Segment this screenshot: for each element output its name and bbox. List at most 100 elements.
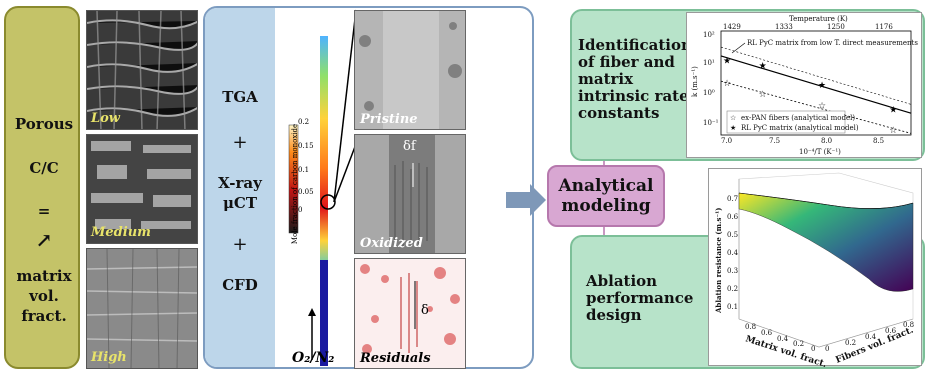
delta-label: δ	[421, 303, 429, 318]
z-tick-4: 0.4	[727, 249, 739, 257]
analytical-modeling-box: Analytical modeling	[547, 165, 665, 227]
x-tick-2: 8.0	[821, 137, 832, 145]
cc-label: C/C	[29, 159, 59, 177]
high-label: High	[91, 350, 127, 365]
high-texture-icon	[87, 249, 197, 368]
low-texture-icon	[87, 11, 197, 129]
vol-label: vol.	[29, 287, 59, 305]
legend-entry-fibers: ex-PAN fibers (analytical model)	[741, 114, 855, 122]
filled-star-point-1: ★	[759, 62, 767, 72]
rate-constants-label: Identification of fiber and matrix intri…	[578, 36, 692, 122]
y-tick-3: 10⁻¹	[703, 119, 719, 127]
z-axis-label: Ablation resistance (m.s⁻¹)	[714, 208, 723, 314]
x-tick-0-2: 0.2	[793, 340, 804, 348]
open-star-point-3: ☆	[889, 126, 897, 136]
open-star-point-2: ☆	[818, 102, 826, 112]
low-density-tile: Low	[86, 10, 198, 130]
equals-label: =	[37, 202, 51, 220]
oxidized-texture-icon	[355, 135, 465, 253]
residuals-label: Residuals	[360, 351, 431, 366]
arrow-icon: ↗	[35, 228, 53, 252]
cfd-label: CFD	[222, 276, 258, 294]
plus-sign-1: +	[232, 132, 248, 153]
y-tick-0-2: 0.2	[845, 339, 856, 347]
medium-label: Medium	[91, 225, 151, 240]
filled-star-point-3: ★	[889, 105, 897, 115]
pristine-label: Pristine	[360, 112, 418, 127]
filled-star-point-0: ★	[723, 57, 731, 67]
right-arrow-icon	[506, 184, 546, 216]
z-tick-6: 0.6	[727, 213, 739, 221]
tga-label: TGA	[222, 88, 258, 106]
tick-0-05: 0.05	[298, 188, 314, 196]
x-tick-1: 7.5	[769, 137, 780, 145]
colorbar-ticks: 0.2 0.15 0.1 0.05 0	[286, 118, 314, 214]
low-label: Low	[91, 111, 121, 126]
open-star-point-0: ☆	[723, 79, 731, 89]
flow-arrow-icon	[308, 308, 316, 316]
x-tick-0: 7.0	[721, 137, 732, 145]
stars-layer: ☆ ☆ ☆ ☆ ★ ★ ★ ★	[723, 57, 897, 136]
uct-label: μCT	[222, 194, 258, 212]
arrhenius-plot: Temperature (K) 1429 1333 1250 1176 7.0 …	[686, 12, 922, 158]
tick-0-15: 0.15	[298, 142, 314, 150]
z-tick-2: 0.2	[727, 285, 738, 293]
x-axis-label: 10⁻⁴/T (K⁻¹)	[799, 148, 841, 156]
methods-column: TGA + X-ray μCT + CFD	[205, 8, 275, 367]
pristine-image: Pristine	[354, 10, 466, 130]
colorbar-label: Mole fraction of carbon monoxide	[291, 123, 299, 245]
y-tick-0-4: 0.4	[865, 333, 877, 341]
top-tick-1: 1333	[775, 23, 793, 31]
filled-star-point-2: ★	[818, 81, 826, 91]
fit-line-1	[720, 55, 912, 114]
top-axis-label: Temperature (K)	[789, 15, 848, 23]
y-tick-0: 10²	[703, 31, 715, 39]
pristine-texture-icon	[355, 11, 465, 129]
plus-sign-2: +	[232, 234, 248, 255]
top-tick-0: 1429	[723, 23, 741, 31]
ablation-surface-plot: 0.7 0.6 0.5 0.4 0.3 0.2 0.1 Ablation res…	[708, 168, 922, 370]
z-tick-3: 0.3	[727, 267, 738, 275]
arrhenius-svg: Temperature (K) 1429 1333 1250 1176 7.0 …	[691, 15, 918, 156]
y-tick-0-8: 0.8	[903, 321, 914, 329]
flow-label: O₂/N₂	[292, 350, 335, 366]
y-tick-0: 0	[825, 345, 829, 353]
annotation-text: RL PyC matrix from low T. direct measure…	[747, 39, 918, 47]
ablation-design-label: Ablation performance design	[586, 272, 694, 324]
z-tick-1: 0.1	[727, 303, 738, 311]
legend-filled-star-icon: ★	[730, 124, 736, 132]
oxidized-image: δf Oxidized	[354, 134, 466, 254]
x-tick-0-8: 0.8	[745, 323, 756, 331]
tick-0-1: 0.1	[298, 166, 310, 174]
legend: ex-PAN fibers (analytical model) RL PyC …	[726, 110, 859, 134]
top-tick-2: 1250	[827, 23, 845, 31]
x-tick-0-6: 0.6	[761, 329, 773, 337]
delta-f-label: δf	[403, 139, 416, 154]
medium-density-tile: Medium	[86, 134, 198, 244]
high-density-tile: High	[86, 248, 198, 369]
porous-label: Porous	[14, 115, 74, 133]
legend-entry-matrix: RL PyC matrix (analytical model)	[741, 124, 859, 132]
bound-line-upper	[720, 46, 912, 105]
z-tick-7: 0.7	[727, 195, 738, 203]
oxidized-label: Oxidized	[360, 236, 423, 251]
residuals-image: δ Residuals	[354, 258, 466, 369]
cfd-field-graphic	[288, 36, 336, 366]
surface-svg: 0.7 0.6 0.5 0.4 0.3 0.2 0.1 Ablation res…	[714, 172, 915, 370]
fit-lines	[720, 46, 912, 134]
z-tick-5: 0.5	[727, 231, 738, 239]
x-tick-3: 8.5	[873, 137, 884, 145]
xray-label: X-ray	[218, 174, 262, 192]
x-tick-0: 0	[811, 345, 815, 353]
y-tick-1: 10¹	[703, 59, 715, 67]
top-tick-3: 1176	[875, 23, 893, 31]
legend-open-star-icon: ☆	[730, 114, 736, 122]
x-tick-0-4: 0.4	[777, 335, 789, 343]
tick-0-2: 0.2	[298, 118, 310, 126]
porous-cc-panel: Porous C/C = ↗ matrix vol. fract.	[4, 6, 80, 369]
open-star-point-1: ☆	[759, 90, 767, 100]
y-tick-2: 10⁰	[703, 89, 715, 97]
fit-line-0	[720, 80, 912, 134]
y-axis-label: k (m.s⁻¹)	[691, 66, 699, 97]
medium-texture-icon	[87, 135, 197, 243]
